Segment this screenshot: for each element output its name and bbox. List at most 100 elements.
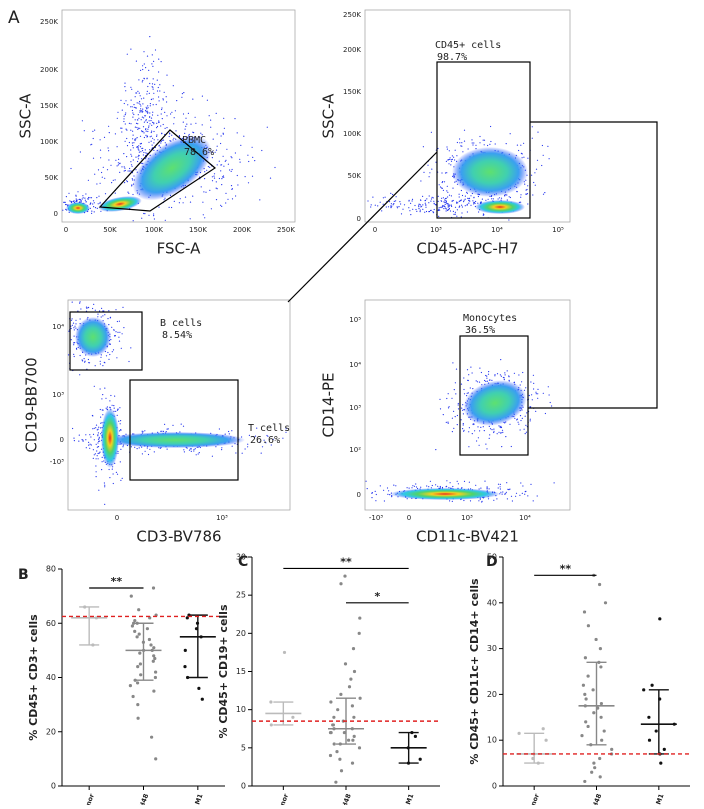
event-dot [121,127,123,129]
event-dot [120,479,122,481]
density-blob [101,408,119,468]
event-dot [114,395,116,397]
event-dot [534,172,536,174]
event-dot [390,206,392,208]
event-dot [88,306,90,309]
event-dot [70,339,72,341]
event-dot [202,201,204,203]
event-dot [142,65,144,67]
density-blob [75,317,111,357]
event-dot [171,111,173,113]
event-dot [114,133,116,135]
event-dot [83,130,85,132]
event-dot [189,448,191,450]
y-tick-label: 0 [54,210,58,218]
plot-frame [364,9,571,223]
x-tick-label: -10³ [369,514,383,522]
event-dot [535,391,537,393]
plot-frame [67,299,291,511]
event-dot [215,112,217,114]
gate [69,311,143,371]
event-dot [468,199,470,202]
event-dot [548,158,550,160]
event-dot [92,457,94,459]
event-dot [267,435,269,437]
event-dot [260,452,262,454]
plot-frame [61,9,296,223]
event-dot [160,113,162,115]
event-dot [140,108,142,110]
event-dot [248,434,250,436]
event-dot [200,186,202,188]
event-dot [73,440,75,442]
event-dot [134,126,136,128]
event-dot [430,209,432,211]
event-dot [137,160,139,163]
event-dot [537,131,539,133]
event-dot [93,439,95,441]
event-dot [116,117,118,119]
event-dot [153,142,155,144]
event-dot [548,394,550,396]
event-dot [96,446,98,448]
event-dot [202,214,204,216]
event-dot [470,204,472,206]
event-dot [477,195,479,198]
event-dot [149,112,151,114]
event-dot [482,139,484,141]
event-dot [77,191,79,193]
event-dot [446,480,448,482]
y-tick-label: 10³ [349,404,361,412]
y-axis-label: SSC-A [17,93,35,139]
event-dot [445,201,447,203]
event-dot [146,135,148,137]
event-dot [176,100,178,102]
gate-percent: 8.54% [162,330,192,341]
event-dot [285,428,287,430]
event-dot [230,156,232,158]
event-dot [463,499,465,502]
event-dot [205,191,207,193]
data-point [150,735,154,739]
event-dot [146,90,148,92]
data-point [129,594,133,598]
event-dot [505,491,507,493]
event-dot [422,195,424,197]
data-point [647,738,652,742]
data-point [186,675,190,680]
data-point [153,656,157,661]
event-dot [141,217,143,219]
event-dot [187,112,189,114]
event-dot [192,195,194,197]
event-dot [149,36,151,38]
data-point [357,631,361,635]
event-dot [93,211,95,213]
event-dot [459,138,461,140]
data-point [151,586,156,590]
event-dot [466,211,468,213]
event-dot [152,88,154,90]
event-dot [501,446,503,448]
event-dot [133,113,135,116]
event-dot [520,194,522,196]
event-dot [462,409,464,411]
event-dot [223,165,225,167]
event-dot [137,90,139,92]
y-tick-label: 250K [40,18,58,26]
event-dot [101,456,103,458]
event-dot [92,428,94,430]
event-dot [186,123,188,125]
event-dot [130,106,132,108]
event-dot [120,429,122,431]
event-dot [485,443,487,445]
x-tick-label: H0-H48 [586,792,603,805]
event-dot [473,197,475,199]
data-point [343,662,348,666]
data-point [358,696,362,700]
event-dot [126,180,128,182]
event-dot [221,205,223,207]
data-point [583,779,587,784]
event-dot [479,367,481,369]
event-dot [92,130,94,132]
data-point [351,738,355,742]
